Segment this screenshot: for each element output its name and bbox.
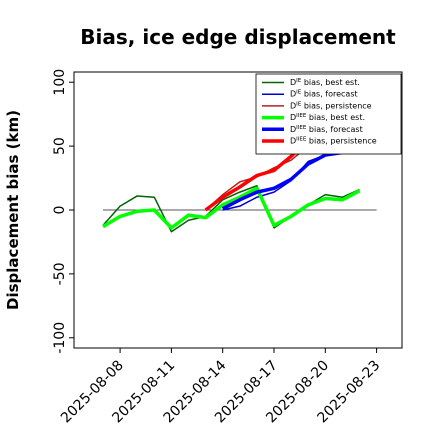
y-tick-label: 100 bbox=[52, 69, 68, 96]
legend-entry: DIIEE bias, best est. bbox=[290, 113, 365, 122]
legend-entry: DIE bias, forecast bbox=[290, 90, 358, 99]
series-line bbox=[221, 150, 343, 211]
y-tick-label: 50 bbox=[52, 137, 68, 155]
legend-entry: DIIEE bias, forecast bbox=[290, 125, 363, 134]
legend: DIE bias, best est. DIE bias, forecast DIE… bbox=[255, 73, 402, 155]
legend-entry: DIIEE bias, persistence bbox=[290, 137, 377, 146]
y-tick-label: -100 bbox=[52, 322, 68, 354]
chart-title: Bias, ice edge displacement bbox=[80, 25, 396, 49]
y-tick-label: -50 bbox=[52, 262, 68, 285]
series-line bbox=[204, 138, 310, 212]
y-axis-label: Displacement bias (km) bbox=[4, 110, 22, 310]
y-tick-label: 0 bbox=[52, 206, 68, 215]
series-line bbox=[102, 184, 360, 233]
legend-entry: DIE bias, persistence bbox=[290, 101, 372, 110]
legend-entry: DIE bias, best est. bbox=[290, 78, 360, 87]
series-line bbox=[102, 186, 361, 230]
